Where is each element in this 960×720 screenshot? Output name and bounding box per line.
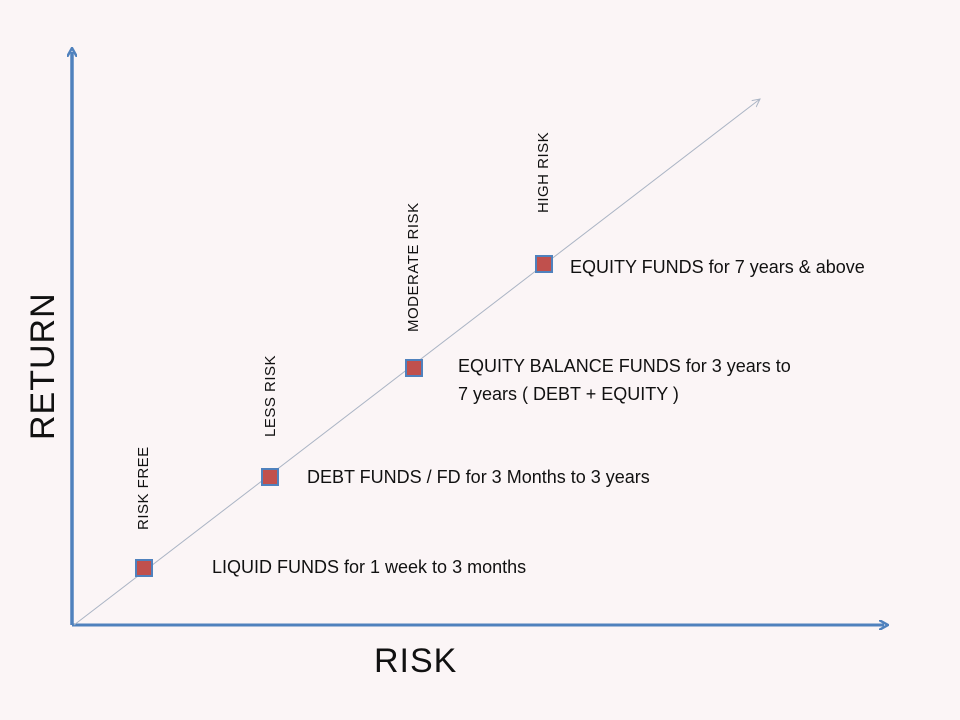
description-equity-balance-funds: EQUITY BALANCE FUNDS for 3 years to 7 ye… (458, 352, 858, 408)
marker-risk-free (135, 559, 153, 577)
description-equity-funds: EQUITY FUNDS for 7 years & above (570, 257, 865, 277)
x-axis-title: RISK (374, 642, 458, 680)
risk-level-moderate-risk: MODERATE RISK (405, 202, 422, 332)
risk-level-less-risk: LESS RISK (262, 354, 279, 437)
description-liquid-funds: LIQUID FUNDS for 1 week to 3 months (212, 557, 527, 577)
marker-high-risk (535, 255, 553, 273)
marker-moderate-risk (405, 359, 423, 377)
description-equity-balance-line1: EQUITY BALANCE FUNDS for 3 years to (458, 356, 791, 376)
risk-level-risk-free: RISK FREE (135, 446, 152, 530)
y-axis-title: RETURN (24, 292, 62, 440)
description-equity-balance-line2: 7 years ( DEBT + EQUITY ) (458, 384, 679, 404)
marker-less-risk (261, 468, 279, 486)
risk-level-high-risk: HIGH RISK (535, 131, 552, 213)
description-debt-funds: DEBT FUNDS / FD for 3 Months to 3 years (307, 467, 650, 487)
